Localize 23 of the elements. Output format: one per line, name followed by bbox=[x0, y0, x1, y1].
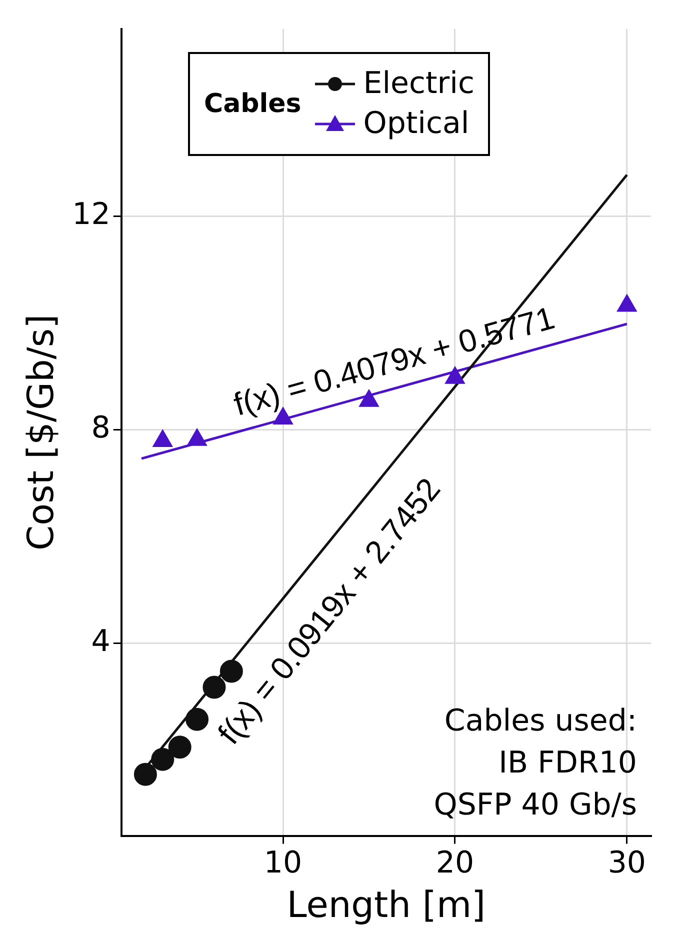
point bbox=[444, 366, 465, 384]
x-tick-label: 30 bbox=[608, 846, 646, 881]
legend-title: Cables bbox=[204, 89, 302, 119]
legend-label: Electric bbox=[363, 65, 474, 103]
point bbox=[187, 428, 208, 446]
point bbox=[151, 748, 174, 771]
x-tick-label: 10 bbox=[264, 846, 302, 881]
y-tick-label: 4 bbox=[91, 624, 110, 660]
point bbox=[186, 708, 209, 731]
annotation: Cables used: IB FDR10 QSFP 40 Gb/s bbox=[434, 704, 637, 823]
point bbox=[220, 660, 243, 683]
y-axis-title: Cost [$/Gb/s] bbox=[20, 314, 62, 551]
y-tick-label: 12 bbox=[72, 196, 110, 232]
x-tick-label: 20 bbox=[436, 846, 474, 881]
point bbox=[168, 736, 192, 759]
point bbox=[134, 762, 157, 786]
point bbox=[616, 294, 637, 312]
y-tick-label: 8 bbox=[91, 410, 110, 446]
x-axis-title: Length [m] bbox=[286, 884, 486, 926]
legend-label: Optical bbox=[363, 105, 470, 143]
annotation: f(x) = 0.4079x + 0.5771 bbox=[230, 299, 558, 422]
point bbox=[202, 676, 226, 699]
point bbox=[152, 429, 173, 447]
